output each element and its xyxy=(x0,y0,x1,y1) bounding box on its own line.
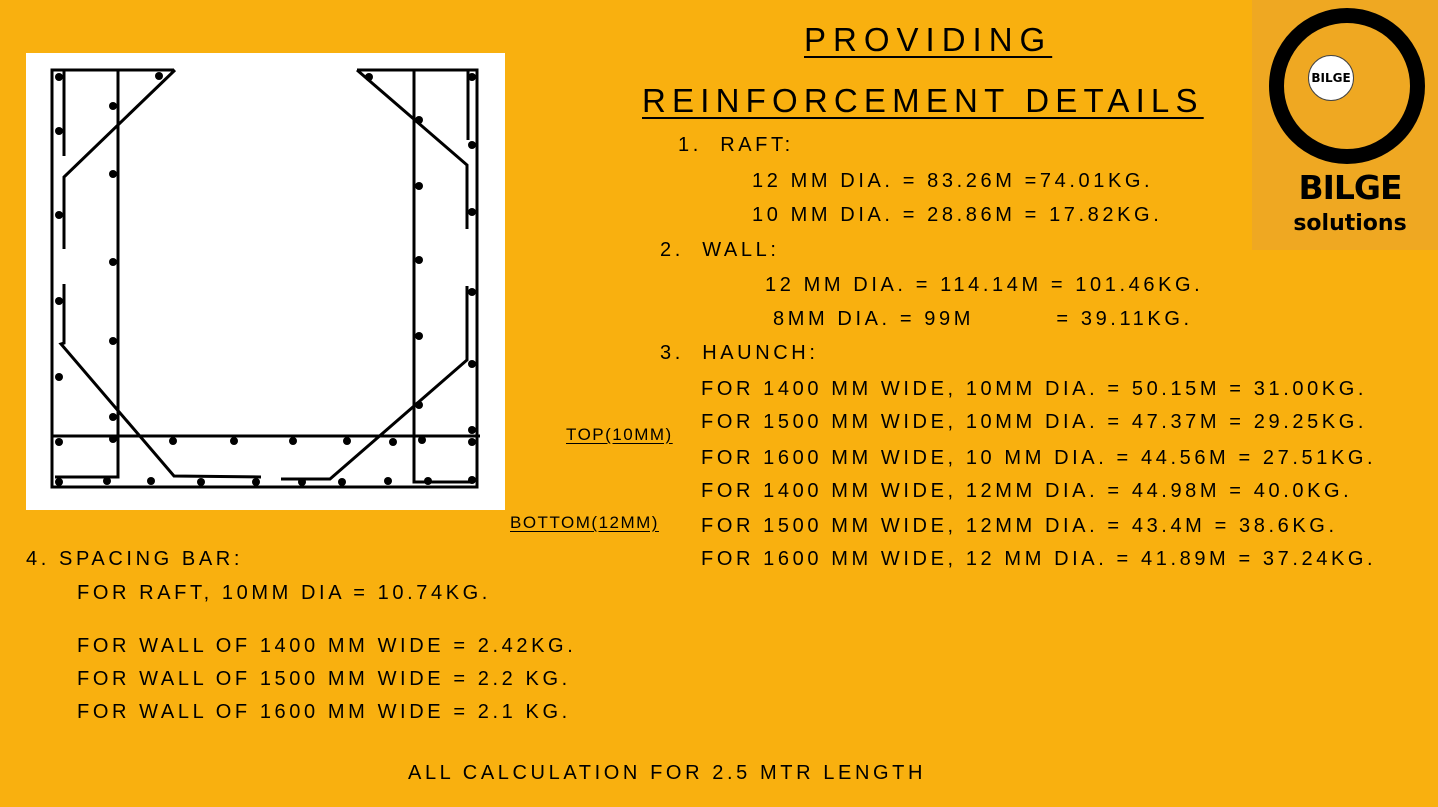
rebar-dot xyxy=(424,477,432,485)
bottom-left-haunch-bar xyxy=(58,284,262,479)
rebar-drawing-svg xyxy=(50,68,480,489)
spacing-wall-line: FOR WALL OF 1500 MM WIDE = 2.2 KG. xyxy=(77,668,571,690)
rebar-dot xyxy=(109,435,117,443)
rebar-dot xyxy=(155,72,163,80)
logo-inner-circle: BILGE xyxy=(1308,55,1354,101)
rebar-dot xyxy=(415,332,423,340)
bottom-right-haunch-bar xyxy=(281,286,469,481)
page-title-line1: PROVIDING xyxy=(804,21,1053,58)
rebar-dot xyxy=(343,437,351,445)
outer-outline xyxy=(50,68,479,489)
rebar-dot xyxy=(55,297,63,305)
page-title-line2: REINFORCEMENT DETAILS xyxy=(642,82,1204,119)
rebar-dot xyxy=(298,478,306,486)
rebar-dot xyxy=(415,256,423,264)
rebar-dot xyxy=(197,478,205,486)
haunch-line: FOR 1500 MM WIDE, 10MM DIA. = 47.37M = 2… xyxy=(701,411,1368,433)
raft-line: 12 MM DIA. = 83.26M =74.01KG. xyxy=(752,170,1154,192)
rebar-dot xyxy=(468,476,476,484)
rebar-dot xyxy=(468,360,476,368)
bilge-logo: BILGE BILGE solutions xyxy=(1252,0,1438,250)
rebar-dot xyxy=(103,477,111,485)
rebar-dot xyxy=(418,436,426,444)
rebar-dot xyxy=(55,73,63,81)
rebar-dot xyxy=(389,438,397,446)
rebar-dot xyxy=(468,438,476,446)
raft-heading: 1. RAFT: xyxy=(678,134,794,156)
rebar-dot xyxy=(55,438,63,446)
rebar-dot xyxy=(289,437,297,445)
right-inner-bar xyxy=(412,70,474,484)
spacing-heading: 4. SPACING BAR: xyxy=(26,548,244,570)
left-inner-bar xyxy=(55,70,120,479)
wall-line: 12 MM DIA. = 114.14M = 101.46KG. xyxy=(765,274,1204,296)
rebar-dot xyxy=(468,208,476,216)
rebar-dot xyxy=(468,73,476,81)
top-right-haunch-bar xyxy=(356,68,469,229)
wall-line: 8MM DIA. = 99M = 39.11KG. xyxy=(773,308,1193,330)
haunch-line: FOR 1600 MM WIDE, 12 MM DIA. = 41.89M = … xyxy=(701,548,1377,570)
raft-line: 10 MM DIA. = 28.86M = 17.82KG. xyxy=(752,204,1163,226)
rebar-dot xyxy=(230,437,238,445)
rebar-dot xyxy=(55,478,63,486)
rebar-dot xyxy=(365,73,373,81)
rebar-dot xyxy=(109,258,117,266)
rebar-dot xyxy=(55,373,63,381)
haunch-top-label: TOP(10MM) xyxy=(566,425,673,444)
rebar-dot xyxy=(338,478,346,486)
rebar-dot xyxy=(384,477,392,485)
rebar-lines xyxy=(50,68,480,489)
rebar-dot xyxy=(415,116,423,124)
rebar-dot xyxy=(55,211,63,219)
logo-name: BILGE xyxy=(1298,168,1402,207)
rebar-dot xyxy=(468,288,476,296)
rebar-dot xyxy=(109,413,117,421)
rebar-dot xyxy=(169,437,177,445)
footer-note: ALL CALCULATION FOR 2.5 MTR LENGTH xyxy=(408,762,927,784)
haunch-heading: 3. HAUNCH: xyxy=(660,342,819,364)
haunch-line: FOR 1400 MM WIDE, 10MM DIA. = 50.15M = 3… xyxy=(701,378,1368,400)
logo-subtitle: solutions xyxy=(1293,211,1407,236)
rebar-dot xyxy=(415,401,423,409)
rebar-dot xyxy=(468,426,476,434)
haunch-line: FOR 1400 MM WIDE, 12MM DIA. = 44.98M = 4… xyxy=(701,480,1353,502)
wall-heading: 2. WALL: xyxy=(660,239,780,261)
rebar-dot xyxy=(55,127,63,135)
reinforcement-section-drawing xyxy=(26,53,505,510)
top-left-haunch-bar xyxy=(62,68,177,249)
rebar-dots xyxy=(55,72,476,486)
rebar-dot xyxy=(109,170,117,178)
rebar-dot xyxy=(147,477,155,485)
spacing-wall-line: FOR WALL OF 1400 MM WIDE = 2.42KG. xyxy=(77,635,577,657)
rebar-dot xyxy=(109,102,117,110)
rebar-dot xyxy=(415,182,423,190)
haunch-line: FOR 1600 MM WIDE, 10 MM DIA. = 44.56M = … xyxy=(701,447,1377,469)
rebar-dot xyxy=(109,337,117,345)
rebar-dot xyxy=(468,141,476,149)
rebar-dot xyxy=(252,478,260,486)
spacing-raft-line: FOR RAFT, 10MM DIA = 10.74KG. xyxy=(77,582,491,604)
spacing-wall-line: FOR WALL OF 1600 MM WIDE = 2.1 KG. xyxy=(77,701,571,723)
haunch-bottom-label: BOTTOM(12MM) xyxy=(510,513,659,532)
haunch-line: FOR 1500 MM WIDE, 12MM DIA. = 43.4M = 38… xyxy=(701,515,1338,537)
